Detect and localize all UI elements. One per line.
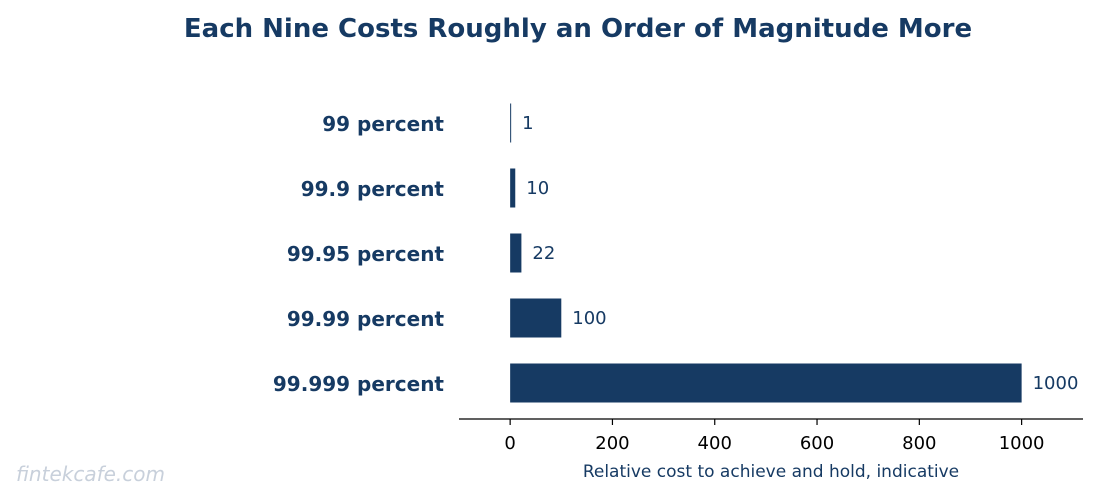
x-axis-ticks: 0 200 400 600 800 1000 <box>504 419 1045 454</box>
x-tick-label: 200 <box>595 433 629 454</box>
value-label: 100 <box>572 308 606 329</box>
category-label: 99.99 percent <box>287 307 445 331</box>
x-tick-label: 1000 <box>999 433 1045 454</box>
category-label: 99.999 percent <box>273 372 445 396</box>
chart-title: Each Nine Costs Roughly an Order of Magn… <box>184 14 972 44</box>
bar-3 <box>510 233 522 273</box>
x-tick-label: 800 <box>902 433 936 454</box>
x-axis-title: Relative cost to achieve and hold, indic… <box>583 462 959 482</box>
value-labels: 1 10 22 100 1000 <box>522 113 1078 394</box>
watermark: fintekcafe.com <box>16 462 165 486</box>
category-label: 99.95 percent <box>287 242 445 266</box>
bars-group <box>510 103 1022 403</box>
x-tick-label: 400 <box>698 433 732 454</box>
value-label: 22 <box>532 243 555 264</box>
value-label: 1 <box>522 113 533 134</box>
bar-1 <box>510 103 512 143</box>
category-label: 99 percent <box>322 112 444 136</box>
bar-5 <box>510 363 1022 403</box>
category-label: 99.9 percent <box>301 177 445 201</box>
x-tick-label: 600 <box>800 433 834 454</box>
category-labels: 99 percent 99.9 percent 99.95 percent 99.99… <box>273 112 445 396</box>
bar-2 <box>510 168 516 208</box>
x-tick-label: 0 <box>504 433 515 454</box>
value-label: 10 <box>526 178 549 199</box>
value-label: 1000 <box>1033 373 1079 394</box>
bar-4 <box>510 298 562 338</box>
